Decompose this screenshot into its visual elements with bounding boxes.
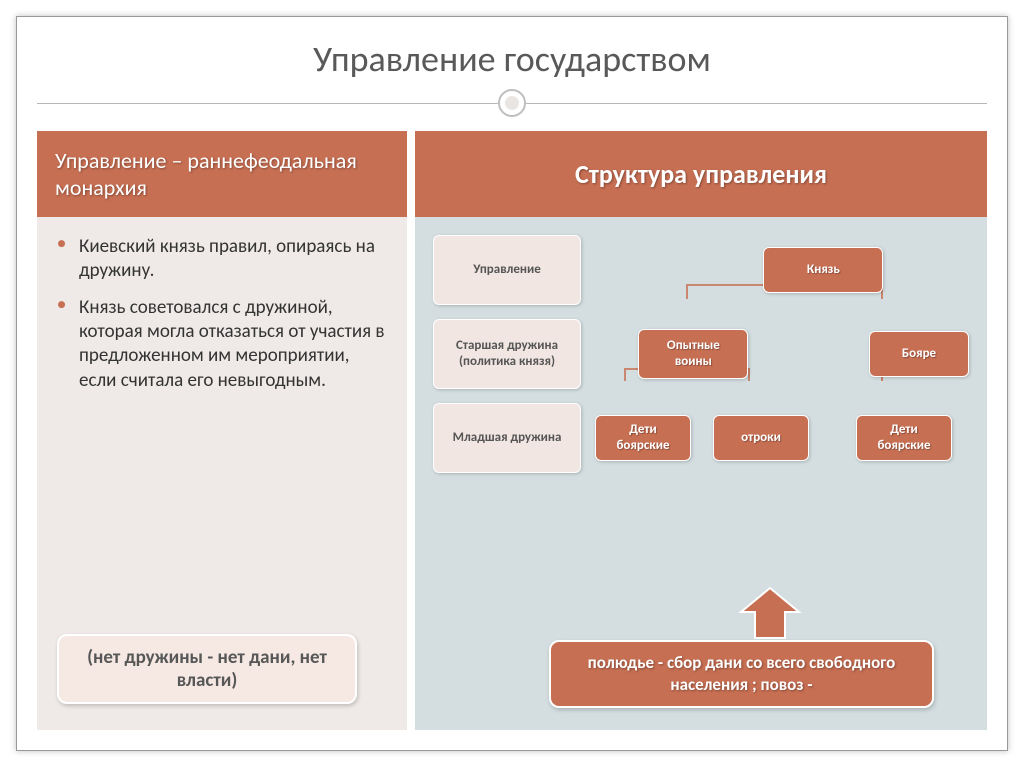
right-body: Управление Князь Старшая дружина (полити… bbox=[415, 217, 987, 730]
bullet-list: Киевский князь правил, опираясь на дружи… bbox=[57, 235, 387, 393]
arrow-up-icon bbox=[735, 586, 805, 640]
row-label: Управление bbox=[433, 235, 581, 305]
page-title: Управление государством bbox=[17, 37, 1007, 81]
right-header-text: Структура управления bbox=[575, 158, 827, 190]
left-column: Управление – раннефеодальная монархия Ки… bbox=[37, 131, 407, 730]
tree-node: Бояре bbox=[869, 331, 969, 377]
bullet-item: Киевский князь правил, опираясь на дружи… bbox=[57, 235, 387, 284]
tree-row-3: Младшая дружина Дети боярские отроки Дет… bbox=[433, 403, 969, 473]
tree-node: отроки bbox=[713, 415, 809, 461]
row-nodes: Дети боярские отроки Дети боярские bbox=[595, 403, 969, 473]
title-divider bbox=[17, 89, 1007, 117]
row-label: Старшая дружина (политика князя) bbox=[433, 319, 581, 389]
tree: Управление Князь Старшая дружина (полити… bbox=[433, 235, 969, 487]
left-header: Управление – раннефеодальная монархия bbox=[37, 131, 407, 217]
slide-frame: Управление государством Управление – ран… bbox=[16, 16, 1008, 751]
tree-row-1: Управление Князь bbox=[433, 235, 969, 305]
right-header: Структура управления bbox=[415, 131, 987, 217]
title-area: Управление государством bbox=[17, 17, 1007, 81]
tree-node: Дети боярские bbox=[856, 415, 952, 461]
row-nodes: Князь bbox=[595, 235, 969, 305]
content-area: Управление – раннефеодальная монархия Ки… bbox=[37, 131, 987, 730]
bullet-item: Князь советовался с дружиной, которая мо… bbox=[57, 296, 387, 393]
row-label: Младшая дружина bbox=[433, 403, 581, 473]
right-column: Структура управления bbox=[415, 131, 987, 730]
tree-row-2: Старшая дружина (политика князя) Опытные… bbox=[433, 319, 969, 389]
left-body: Киевский князь правил, опираясь на дружи… bbox=[37, 217, 407, 730]
tree-node: Дети боярские bbox=[595, 415, 691, 461]
left-header-text: Управление – раннефеодальная монархия bbox=[55, 147, 389, 201]
tree-node-prince: Князь bbox=[763, 247, 883, 293]
bottom-banner: полюдье - сбор дани со всего свободного … bbox=[549, 640, 934, 708]
callout-pill: (нет дружины - нет дани, нет власти) bbox=[57, 634, 357, 704]
row-nodes: Опытные воины Бояре bbox=[595, 319, 969, 389]
tree-node: Опытные воины bbox=[638, 329, 748, 379]
divider-circle-icon bbox=[498, 89, 526, 117]
